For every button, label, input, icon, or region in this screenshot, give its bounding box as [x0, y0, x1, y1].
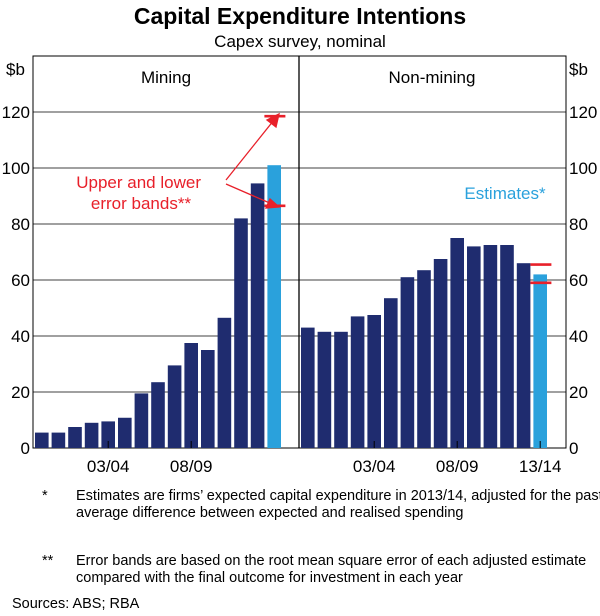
bar: [367, 315, 381, 448]
bar: [483, 245, 498, 448]
bar: [334, 331, 348, 448]
bar-estimate: [533, 274, 547, 448]
footnote-1-text: Estimates are firms’ expected capital ex…: [76, 488, 600, 521]
panel-label-mining: Mining: [141, 68, 191, 87]
y-tick-label-right: 0: [569, 439, 578, 458]
chart: Capital Expenditure Intentions Capex sur…: [2, 3, 598, 476]
bars: [35, 165, 547, 448]
bar: [400, 277, 415, 448]
footnote-2-text: Error bands are based on the root mean s…: [76, 553, 587, 586]
bar: [350, 316, 365, 448]
chart-title: Capital Expenditure Intentions: [134, 3, 466, 29]
x-tick-label: 03/04: [353, 457, 396, 476]
arrow-lower: [225, 183, 273, 205]
bar: [101, 421, 115, 448]
y-tick-label-right: 80: [569, 215, 588, 234]
y-tick-label-left: 60: [11, 271, 30, 290]
bar: [467, 246, 481, 448]
bar: [151, 382, 165, 448]
x-tick-label: 13/14: [519, 457, 562, 476]
arrowhead-upper: [265, 112, 280, 129]
bar: [217, 317, 232, 448]
bar: [516, 263, 531, 448]
bar: [234, 218, 248, 448]
bar: [84, 422, 99, 448]
y-tick-label-left: 40: [11, 327, 30, 346]
y-tick-label-left: 0: [21, 439, 30, 458]
estimates-annotation: Estimates*: [464, 184, 546, 203]
bar-estimate: [267, 165, 281, 448]
bar: [35, 432, 49, 448]
x-tick-label: 08/09: [170, 457, 213, 476]
y-tick-labels: 0 0 20 20 40 40 60 60 80 80 100 100 120 120: [2, 103, 598, 458]
y-tick-label-right: 40: [569, 327, 588, 346]
bar: [118, 417, 132, 448]
bar: [384, 298, 398, 448]
x-tick-labels: 03/04 08/09 03/04 08/09 13/14: [87, 441, 562, 476]
bar: [201, 350, 215, 448]
arrowhead-lower: [264, 197, 281, 209]
bar: [500, 245, 514, 448]
footnote-2-mark: **: [42, 553, 54, 569]
arrow-upper: [225, 119, 275, 181]
bar: [417, 270, 431, 448]
bar: [134, 393, 149, 448]
y-tick-label-right: 20: [569, 383, 588, 402]
bar: [250, 183, 265, 448]
bar: [301, 327, 315, 448]
chart-subtitle: Capex survey, nominal: [214, 32, 386, 51]
panel-label-non-mining: Non-mining: [389, 68, 476, 87]
bar: [433, 259, 448, 448]
x-tick-label: 08/09: [436, 457, 479, 476]
annotation-arrows: [225, 112, 281, 209]
bar: [317, 331, 332, 448]
y-tick-label-left: 80: [11, 215, 30, 234]
bar: [450, 238, 464, 448]
bar: [68, 427, 82, 448]
y-unit-right: $b: [569, 60, 588, 79]
x-tick-label: 03/04: [87, 457, 130, 476]
bar: [51, 432, 66, 448]
y-tick-label-right: 120: [569, 103, 597, 122]
y-tick-label-left: 120: [2, 103, 30, 122]
bar: [184, 343, 198, 448]
y-tick-label-left: 20: [11, 383, 30, 402]
y-tick-label-right: 100: [569, 159, 597, 178]
error-band-annotation: Upper and lower error bands**: [76, 173, 205, 213]
y-unit-left: $b: [6, 60, 25, 79]
y-tick-label-right: 60: [569, 271, 588, 290]
footnote-1-mark: *: [42, 488, 48, 504]
y-tick-label-left: 100: [2, 159, 30, 178]
bar: [167, 365, 182, 448]
sources: Sources: ABS; RBA: [12, 596, 140, 612]
